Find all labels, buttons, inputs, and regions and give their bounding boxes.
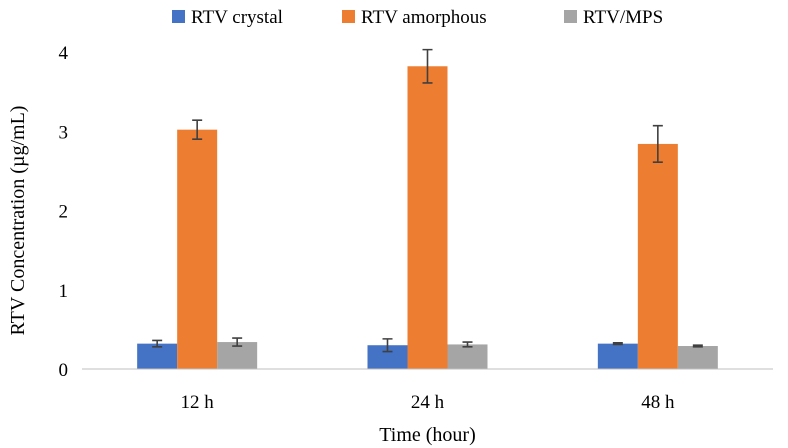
bar-rtv-amorphous-48h xyxy=(637,143,678,369)
error-bar xyxy=(462,341,473,348)
y-tick-label: 3 xyxy=(59,122,69,143)
error-bars xyxy=(152,48,703,353)
legend-swatch xyxy=(172,10,185,23)
error-bar xyxy=(652,124,663,163)
bars xyxy=(137,66,718,369)
x-axis-title: Time (hour) xyxy=(379,424,475,446)
legend-swatch xyxy=(564,10,577,23)
bar-rtv-crystal-24h xyxy=(367,345,408,369)
x-axis-ticks: 12 h 24 h 48 h xyxy=(181,392,675,413)
x-tick-label: 48 h xyxy=(641,392,675,413)
error-bar xyxy=(152,339,163,348)
error-bar xyxy=(422,48,433,84)
y-tick-label: 2 xyxy=(59,202,69,223)
error-bar xyxy=(232,337,243,347)
y-axis-ticks: 0 1 2 3 4 xyxy=(59,43,69,381)
legend-swatch xyxy=(342,10,355,23)
error-bar xyxy=(692,344,703,348)
error-bar xyxy=(382,338,393,353)
bar-rtv-crystal-48h xyxy=(597,343,638,369)
x-tick-label: 12 h xyxy=(181,392,215,413)
y-tick-label: 1 xyxy=(59,281,69,302)
y-tick-label: 4 xyxy=(59,43,69,64)
legend-label: RTV crystal xyxy=(191,7,283,28)
legend-label: RTV amorphous xyxy=(361,7,487,28)
x-tick-label: 24 h xyxy=(411,392,445,413)
bar-rtv-crystal-12h xyxy=(137,343,178,369)
y-axis-title: RTV Concentration (µg/mL) xyxy=(7,106,29,336)
bar-rtv-amorphous-24h xyxy=(407,66,448,369)
y-tick-label: 0 xyxy=(59,360,69,381)
error-bar xyxy=(192,119,203,140)
bar-rtv-amorphous-12h xyxy=(177,129,218,369)
bar-rtv-mps-48h xyxy=(677,346,718,369)
legend-label: RTV/MPS xyxy=(583,7,663,28)
bar-rtv-mps-24h xyxy=(447,344,488,369)
legend: RTV crystal RTV amorphous RTV/MPS xyxy=(172,7,663,28)
error-bar xyxy=(612,342,623,346)
